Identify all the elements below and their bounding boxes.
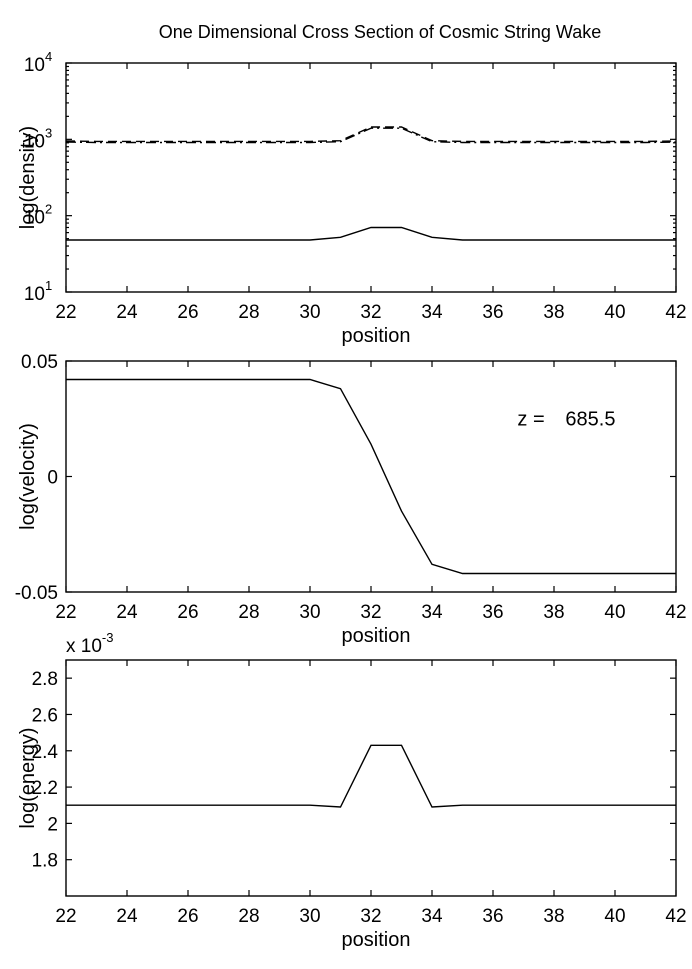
x-axis-label: position xyxy=(342,325,411,347)
x-tick-label: 30 xyxy=(299,906,320,927)
y-axis-label: log(density) xyxy=(17,126,39,229)
x-tick-label: 26 xyxy=(177,906,198,927)
y-axis-label: log(velocity) xyxy=(17,423,39,530)
y-tick-label: 1.8 xyxy=(32,851,58,872)
y-tick-label: 2.8 xyxy=(32,669,58,690)
panel-1: 22 24 26 28 30 32 34 36 38 40 42 101 102 103 104 positi… xyxy=(17,49,687,347)
x-tick-label: 26 xyxy=(177,302,198,323)
x-axis-label: position xyxy=(342,625,411,647)
y-scale-exponent: x 10-3 xyxy=(66,630,113,657)
x-tick-label: 34 xyxy=(421,302,443,323)
x-tick-label: 28 xyxy=(238,602,259,623)
y-axis-label: log(energy) xyxy=(17,727,39,828)
panels: 22 24 26 28 30 32 34 36 38 40 42 101 102 103 104 positi… xyxy=(15,49,687,951)
y-tick-label: 0 xyxy=(47,468,58,489)
x-tick-label: 26 xyxy=(177,602,198,623)
plot-frame xyxy=(65,62,677,293)
y-tick-label: 0.05 xyxy=(21,352,58,373)
y-tick-label: 2.4 xyxy=(32,742,59,763)
y-tick-label: 2.2 xyxy=(32,778,58,799)
y-tick-label: -0.05 xyxy=(15,583,58,604)
x-tick-label: 28 xyxy=(238,302,259,323)
x-tick-label: 34 xyxy=(421,602,443,623)
y-tick-label: 2 xyxy=(47,814,58,835)
y-tick-label: 102 xyxy=(24,202,52,229)
series-line-2 xyxy=(65,126,677,143)
x-tick-label: 38 xyxy=(543,906,564,927)
plot-frame xyxy=(65,659,677,897)
annotation-value: 685.5 xyxy=(565,409,615,431)
x-tick-label: 22 xyxy=(55,602,76,623)
x-tick-label: 38 xyxy=(543,602,564,623)
x-tick-label: 32 xyxy=(360,906,381,927)
panel-2: 22 24 26 28 30 32 34 36 38 40 42 -0.05 0 0.05 position… xyxy=(15,352,687,647)
y-tick-label: 2.6 xyxy=(32,705,58,726)
annotation-label: z = xyxy=(517,409,544,431)
x-tick-label: 42 xyxy=(665,602,686,623)
series-line-1 xyxy=(66,744,676,808)
x-tick-label: 42 xyxy=(665,302,686,323)
series-line-1 xyxy=(66,226,676,241)
x-tick-label: 24 xyxy=(116,602,138,623)
x-tick-label: 42 xyxy=(665,906,686,927)
x-tick-label: 30 xyxy=(299,602,320,623)
x-tick-label: 30 xyxy=(299,302,320,323)
x-tick-label: 40 xyxy=(604,302,625,323)
x-tick-label: 40 xyxy=(604,602,625,623)
x-tick-label: 28 xyxy=(238,906,259,927)
plot-frame xyxy=(65,360,677,593)
x-tick-label: 40 xyxy=(604,906,625,927)
figure-title: One Dimensional Cross Section of Cosmic … xyxy=(159,22,602,42)
y-tick-label: 101 xyxy=(24,278,52,305)
x-tick-label: 22 xyxy=(55,302,76,323)
panel-3: 22 24 26 28 30 32 34 36 38 40 42 1.8 2 2.2 2.4 2.6 2.8 po… xyxy=(17,630,687,951)
x-tick-label: 36 xyxy=(482,602,503,623)
x-tick-label: 36 xyxy=(482,906,503,927)
x-tick-label: 24 xyxy=(116,302,138,323)
x-axis-label: position xyxy=(342,929,411,951)
x-tick-label: 22 xyxy=(55,906,76,927)
x-tick-label: 36 xyxy=(482,302,503,323)
series-line-1 xyxy=(66,378,676,575)
series-line-3 xyxy=(65,127,677,144)
x-tick-label: 38 xyxy=(543,302,564,323)
x-tick-label: 32 xyxy=(360,302,381,323)
y-tick-label: 103 xyxy=(24,125,52,152)
y-tick-label: 104 xyxy=(24,49,52,76)
x-tick-label: 32 xyxy=(360,602,381,623)
x-tick-label: 34 xyxy=(421,906,443,927)
x-tick-label: 24 xyxy=(116,906,138,927)
